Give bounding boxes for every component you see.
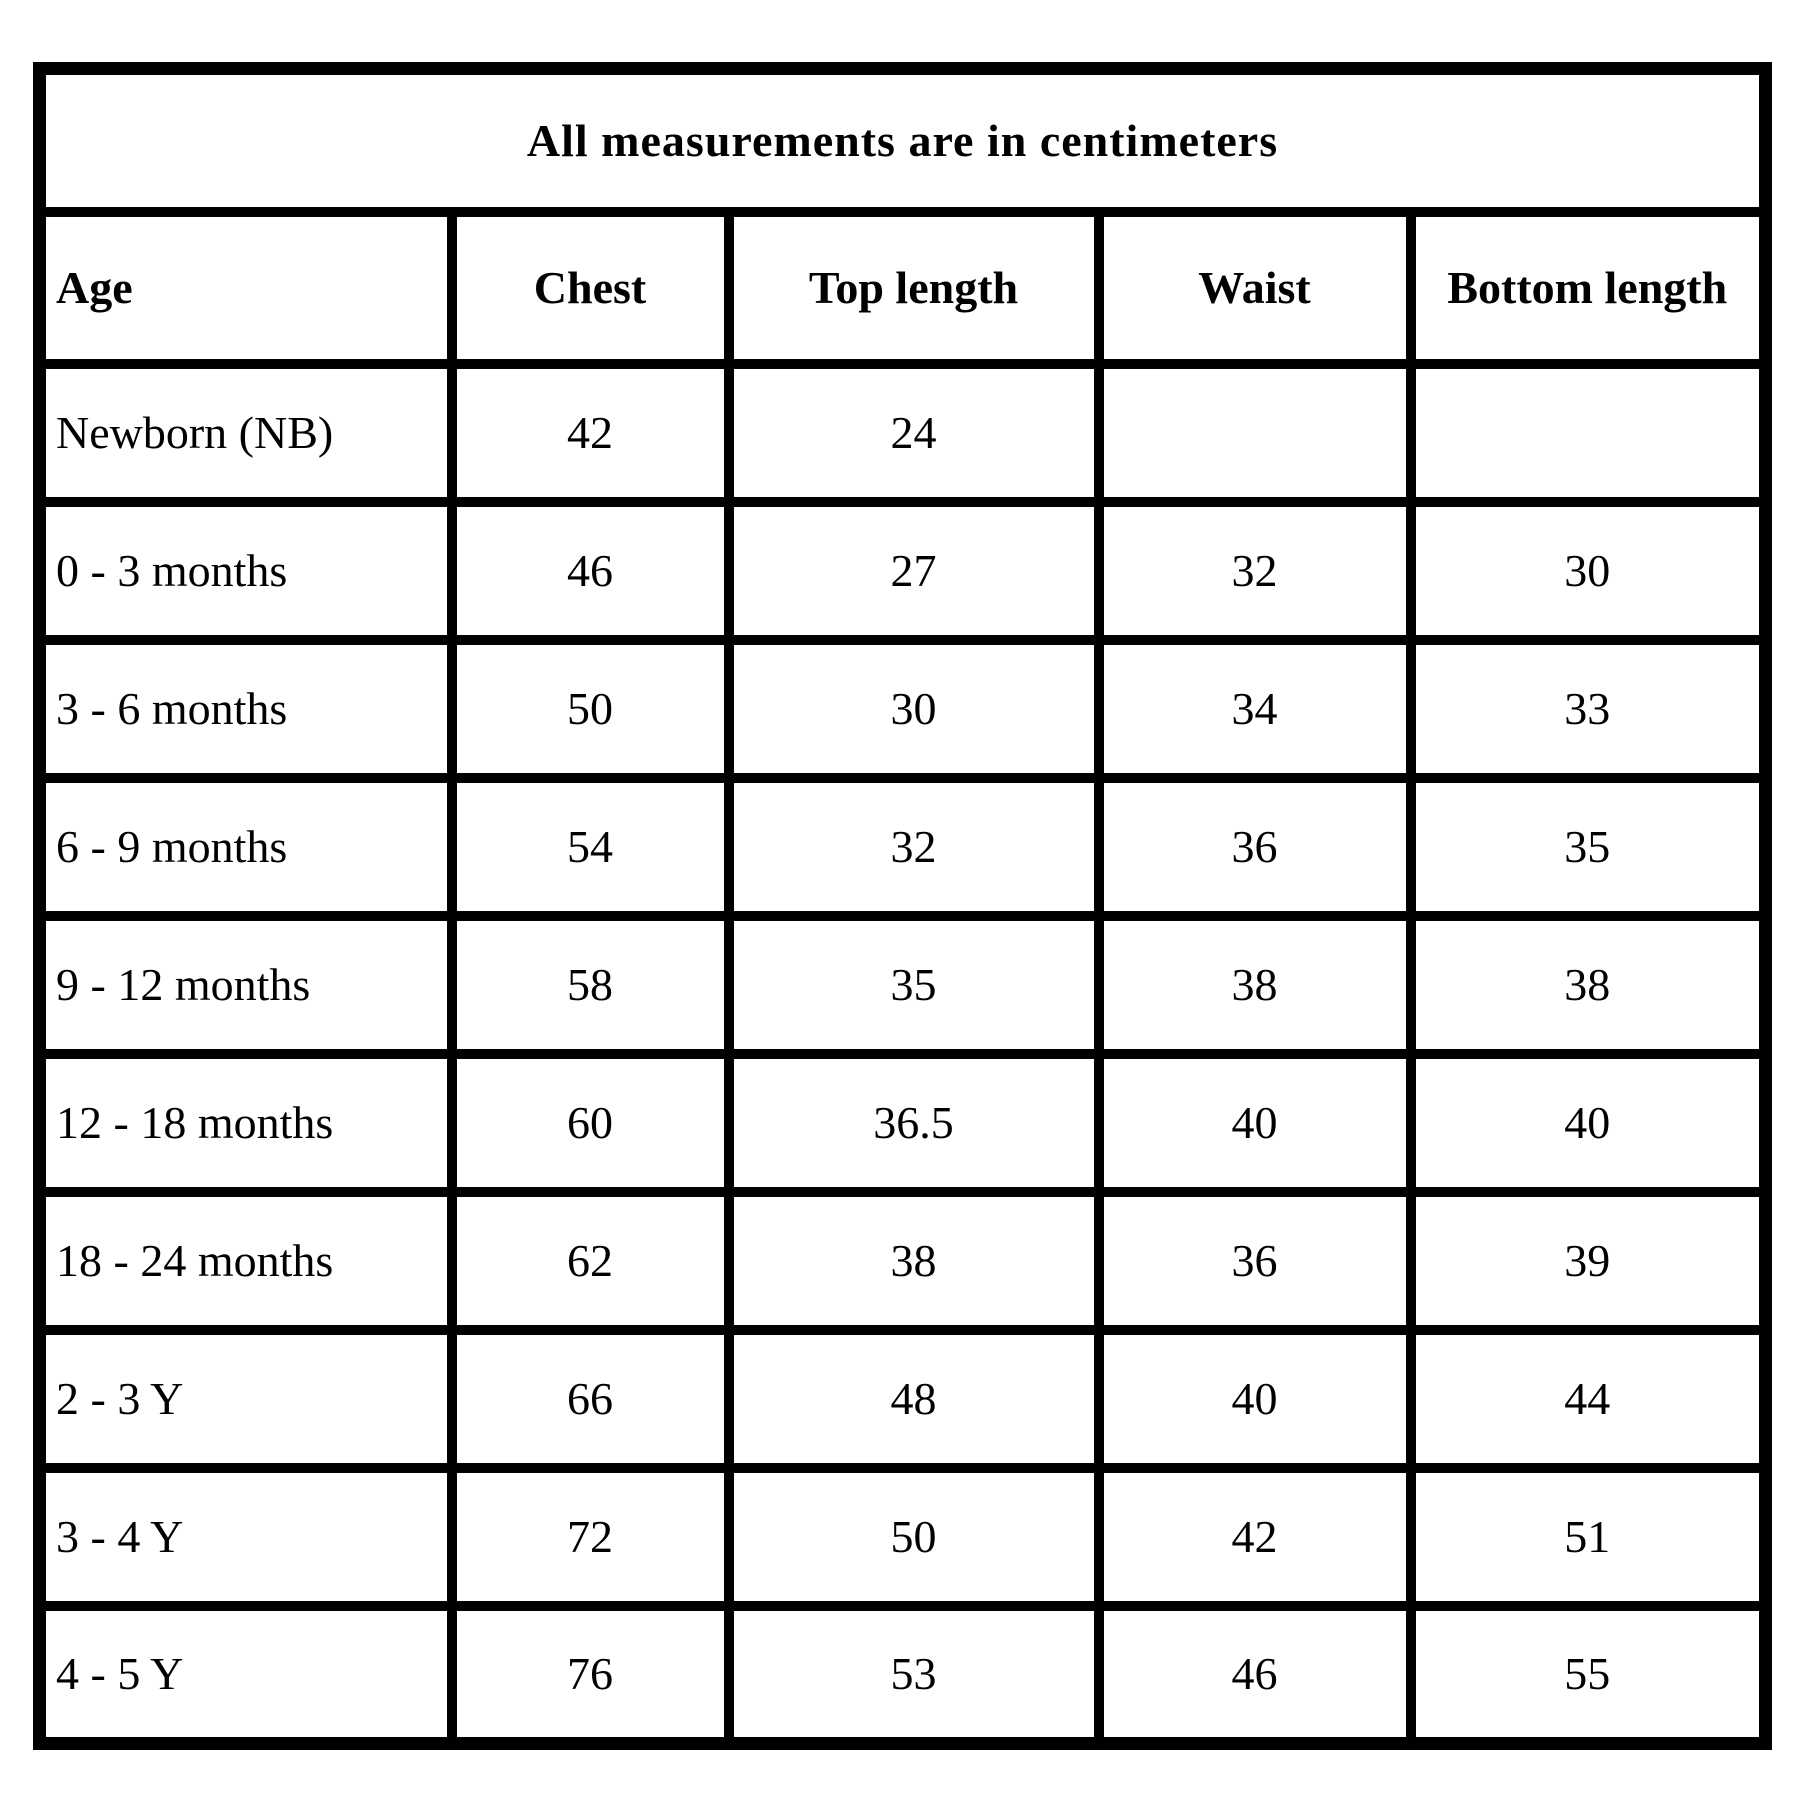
chest-cell: 54 [446, 772, 734, 921]
bottom-length-cell: 30 [1405, 496, 1771, 645]
table-title: All measurements are in centimeters [34, 63, 1771, 217]
bottom-length-cell: 35 [1405, 772, 1771, 921]
top-length-cell: 38 [723, 1186, 1104, 1335]
chest-cell: 46 [446, 496, 734, 645]
age-cell: 3 - 6 months [34, 634, 457, 783]
column-header-chest: Chest [446, 206, 734, 369]
table-row: 0 - 3 months 46 27 32 30 [34, 496, 1771, 645]
waist-cell: 32 [1093, 496, 1416, 645]
chest-cell: 62 [446, 1186, 734, 1335]
chest-cell: 42 [446, 358, 734, 507]
waist-cell [1093, 358, 1416, 507]
table-row: 9 - 12 months 58 35 38 38 [34, 910, 1771, 1059]
table-header-row: Age Chest Top length Waist Bottom length [34, 206, 1771, 369]
bottom-length-cell: 38 [1405, 910, 1771, 1059]
top-length-cell: 48 [723, 1324, 1104, 1473]
bottom-length-cell: 44 [1405, 1324, 1771, 1473]
column-header-bottom-length: Bottom length [1405, 206, 1771, 369]
top-length-cell: 50 [723, 1462, 1104, 1611]
top-length-cell: 24 [723, 358, 1104, 507]
top-length-cell: 27 [723, 496, 1104, 645]
bottom-length-cell: 55 [1405, 1600, 1771, 1749]
table-row: 4 - 5 Y 76 53 46 55 [34, 1600, 1771, 1749]
table-row: 12 - 18 months 60 36.5 40 40 [34, 1048, 1771, 1197]
age-cell: Newborn (NB) [34, 358, 457, 507]
chest-cell: 76 [446, 1600, 734, 1749]
waist-cell: 40 [1093, 1324, 1416, 1473]
age-cell: 4 - 5 Y [34, 1600, 457, 1749]
chest-cell: 58 [446, 910, 734, 1059]
waist-cell: 42 [1093, 1462, 1416, 1611]
waist-cell: 34 [1093, 634, 1416, 783]
bottom-length-cell: 33 [1405, 634, 1771, 783]
table-row: Newborn (NB) 42 24 [34, 358, 1771, 507]
top-length-cell: 36.5 [723, 1048, 1104, 1197]
chest-cell: 60 [446, 1048, 734, 1197]
waist-cell: 38 [1093, 910, 1416, 1059]
bottom-length-cell: 51 [1405, 1462, 1771, 1611]
bottom-length-cell: 40 [1405, 1048, 1771, 1197]
age-cell: 2 - 3 Y [34, 1324, 457, 1473]
waist-cell: 40 [1093, 1048, 1416, 1197]
table-row: 18 - 24 months 62 38 36 39 [34, 1186, 1771, 1335]
bottom-length-cell [1405, 358, 1771, 507]
waist-cell: 36 [1093, 1186, 1416, 1335]
age-cell: 3 - 4 Y [34, 1462, 457, 1611]
top-length-cell: 35 [723, 910, 1104, 1059]
chest-cell: 66 [446, 1324, 734, 1473]
chest-cell: 72 [446, 1462, 734, 1611]
age-cell: 18 - 24 months [34, 1186, 457, 1335]
age-cell: 9 - 12 months [34, 910, 457, 1059]
age-cell: 6 - 9 months [34, 772, 457, 921]
table-row: 2 - 3 Y 66 48 40 44 [34, 1324, 1771, 1473]
chest-cell: 50 [446, 634, 734, 783]
waist-cell: 46 [1093, 1600, 1416, 1749]
waist-cell: 36 [1093, 772, 1416, 921]
column-header-age: Age [34, 206, 457, 369]
table-row: 3 - 4 Y 72 50 42 51 [34, 1462, 1771, 1611]
bottom-length-cell: 39 [1405, 1186, 1771, 1335]
column-header-top-length: Top length [723, 206, 1104, 369]
top-length-cell: 32 [723, 772, 1104, 921]
top-length-cell: 30 [723, 634, 1104, 783]
table-row: 6 - 9 months 54 32 36 35 [34, 772, 1771, 921]
table-title-row: All measurements are in centimeters [34, 63, 1771, 217]
top-length-cell: 53 [723, 1600, 1104, 1749]
age-cell: 0 - 3 months [34, 496, 457, 645]
table-row: 3 - 6 months 50 30 34 33 [34, 634, 1771, 783]
age-cell: 12 - 18 months [34, 1048, 457, 1197]
size-chart-table: All measurements are in centimeters Age … [33, 62, 1773, 1750]
column-header-waist: Waist [1093, 206, 1416, 369]
